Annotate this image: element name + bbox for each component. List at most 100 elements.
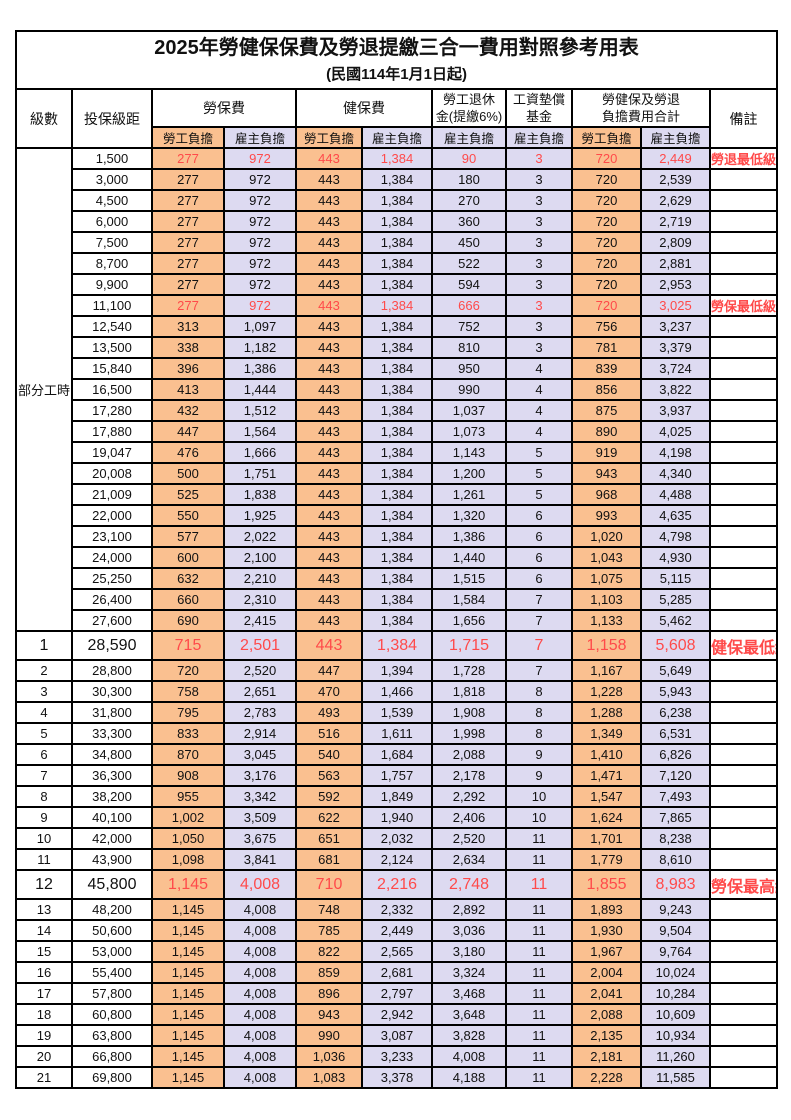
bracket-cell: 38,200 (71, 785, 153, 808)
labor-employer-cell: 4,008 (223, 898, 297, 921)
wage-fund-employer-cell: 11 (505, 827, 573, 850)
health-employee-cell: 592 (295, 785, 363, 808)
note-cell (708, 785, 779, 808)
health-employer-cell: 1,384 (361, 504, 433, 527)
bracket-cell: 20,008 (71, 462, 153, 485)
labor-employee-cell: 277 (151, 168, 225, 191)
note-cell (708, 588, 779, 611)
page-title: 2025年勞健保保費及勞退提繳三合一費用對照參考用表 (154, 37, 639, 59)
total-employer-cell: 4,635 (640, 504, 711, 527)
wage-fund-employer-cell: 3 (505, 252, 573, 275)
pension-employer-cell: 1,143 (431, 441, 507, 464)
health-employee-cell: 516 (295, 722, 363, 745)
bracket-cell: 26,400 (71, 588, 153, 611)
total-employer-cell: 4,798 (640, 525, 711, 548)
labor-employee-cell: 1,145 (151, 1003, 225, 1026)
note-cell (708, 210, 779, 233)
labor-employee-cell: 955 (151, 785, 225, 808)
health-employee-cell: 540 (295, 743, 363, 766)
note-cell (708, 483, 779, 506)
table-row: 4 31,800 795 2,783 493 1,539 1,908 8 1,288 6,238 (15, 701, 779, 724)
bracket-cell: 42,000 (71, 827, 153, 850)
wage-fund-employer-cell: 3 (505, 231, 573, 254)
pension-employer-cell: 1,715 (431, 630, 507, 661)
health-employer-cell: 1,384 (361, 399, 433, 422)
total-employee-cell: 2,228 (571, 1066, 642, 1089)
labor-employee-cell: 833 (151, 722, 225, 745)
bracket-cell: 45,800 (71, 869, 153, 900)
total-employee-cell: 2,041 (571, 982, 642, 1005)
note-cell (708, 898, 779, 921)
note-cell (708, 399, 779, 422)
table-row: 8 38,200 955 3,342 592 1,849 2,292 10 1,547 7,493 (15, 785, 779, 808)
labor-employee-cell: 1,145 (151, 869, 225, 900)
health-employee-cell: 443 (295, 336, 363, 359)
total-employee-cell: 1,133 (571, 609, 642, 632)
col-header-total: 勞健保及勞退 負擔費用合計 (571, 88, 711, 128)
health-employer-cell: 1,384 (361, 441, 433, 464)
total-employee-cell: 781 (571, 336, 642, 359)
wage-fund-employer-cell: 6 (505, 504, 573, 527)
table-row: 27,600 690 2,415 443 1,384 1,656 7 1,133 5,462 (16, 609, 779, 632)
table-row: 17,280 432 1,512 443 1,384 1,037 4 875 3,937 (16, 399, 779, 422)
wage-fund-employer-cell: 6 (505, 567, 573, 590)
subheader-pension-employer: 雇主負擔 (431, 126, 507, 149)
labor-employee-cell: 720 (151, 659, 225, 682)
total-employer-cell: 3,724 (640, 357, 711, 380)
level-cell: 14 (15, 919, 73, 942)
bracket-cell: 6,000 (71, 210, 153, 233)
note-cell (708, 420, 779, 443)
total-employer-cell: 5,115 (640, 567, 711, 590)
total-employer-cell: 10,934 (640, 1024, 711, 1047)
labor-employer-cell: 972 (223, 273, 297, 296)
labor-employee-cell: 413 (151, 378, 225, 401)
health-employer-cell: 1,384 (361, 588, 433, 611)
wage-fund-employer-cell: 7 (505, 588, 573, 611)
pension-employer-cell: 1,320 (431, 504, 507, 527)
bracket-cell: 25,250 (71, 567, 153, 590)
health-employer-cell: 1,384 (361, 189, 433, 212)
labor-employee-cell: 277 (151, 231, 225, 254)
total-employer-cell: 2,881 (640, 252, 711, 275)
level-cell: 16 (15, 961, 73, 984)
labor-employer-cell: 2,501 (223, 630, 297, 661)
health-employer-cell: 1,849 (361, 785, 433, 808)
pension-employer-cell: 2,292 (431, 785, 507, 808)
note-cell (708, 168, 779, 191)
total-employee-cell: 1,547 (571, 785, 642, 808)
total-employer-cell: 3,237 (640, 315, 711, 338)
pension-employer-cell: 3,648 (431, 1003, 507, 1026)
total-employer-cell: 10,024 (640, 961, 711, 984)
labor-employee-cell: 313 (151, 315, 225, 338)
health-employee-cell: 443 (295, 147, 363, 170)
pension-employer-cell: 1,261 (431, 483, 507, 506)
labor-employee-cell: 577 (151, 525, 225, 548)
total-employer-cell: 9,764 (640, 940, 711, 963)
labor-employer-cell: 972 (223, 210, 297, 233)
labor-employer-cell: 1,666 (223, 441, 297, 464)
pension-employer-cell: 4,188 (431, 1066, 507, 1089)
note-cell (708, 441, 779, 464)
labor-employee-cell: 500 (151, 462, 225, 485)
title-row: 2025年勞健保保費及勞退提繳三合一費用對照參考用表 (民國114年1月1日起) (14, 30, 779, 90)
table-row: 5 33,300 833 2,914 516 1,611 1,998 8 1,349 6,531 (15, 722, 779, 745)
labor-employee-cell: 715 (151, 630, 225, 661)
level-cell: 1 (15, 630, 73, 661)
total-employer-cell: 3,379 (640, 336, 711, 359)
level-cell: 6 (15, 743, 73, 766)
wage-fund-employer-cell: 3 (505, 273, 573, 296)
note-cell (708, 462, 779, 485)
note-cell (708, 1024, 779, 1047)
wage-fund-employer-cell: 11 (505, 1024, 573, 1047)
bracket-cell: 17,280 (71, 399, 153, 422)
health-employer-cell: 1,384 (361, 231, 433, 254)
wage-fund-employer-cell: 11 (505, 848, 573, 871)
labor-employee-cell: 1,145 (151, 982, 225, 1005)
bracket-cell: 24,000 (71, 546, 153, 569)
health-employee-cell: 443 (295, 567, 363, 590)
total-employer-cell: 7,120 (640, 764, 711, 787)
pension-employer-cell: 270 (431, 189, 507, 212)
health-employer-cell: 2,124 (361, 848, 433, 871)
pension-employer-cell: 1,908 (431, 701, 507, 724)
